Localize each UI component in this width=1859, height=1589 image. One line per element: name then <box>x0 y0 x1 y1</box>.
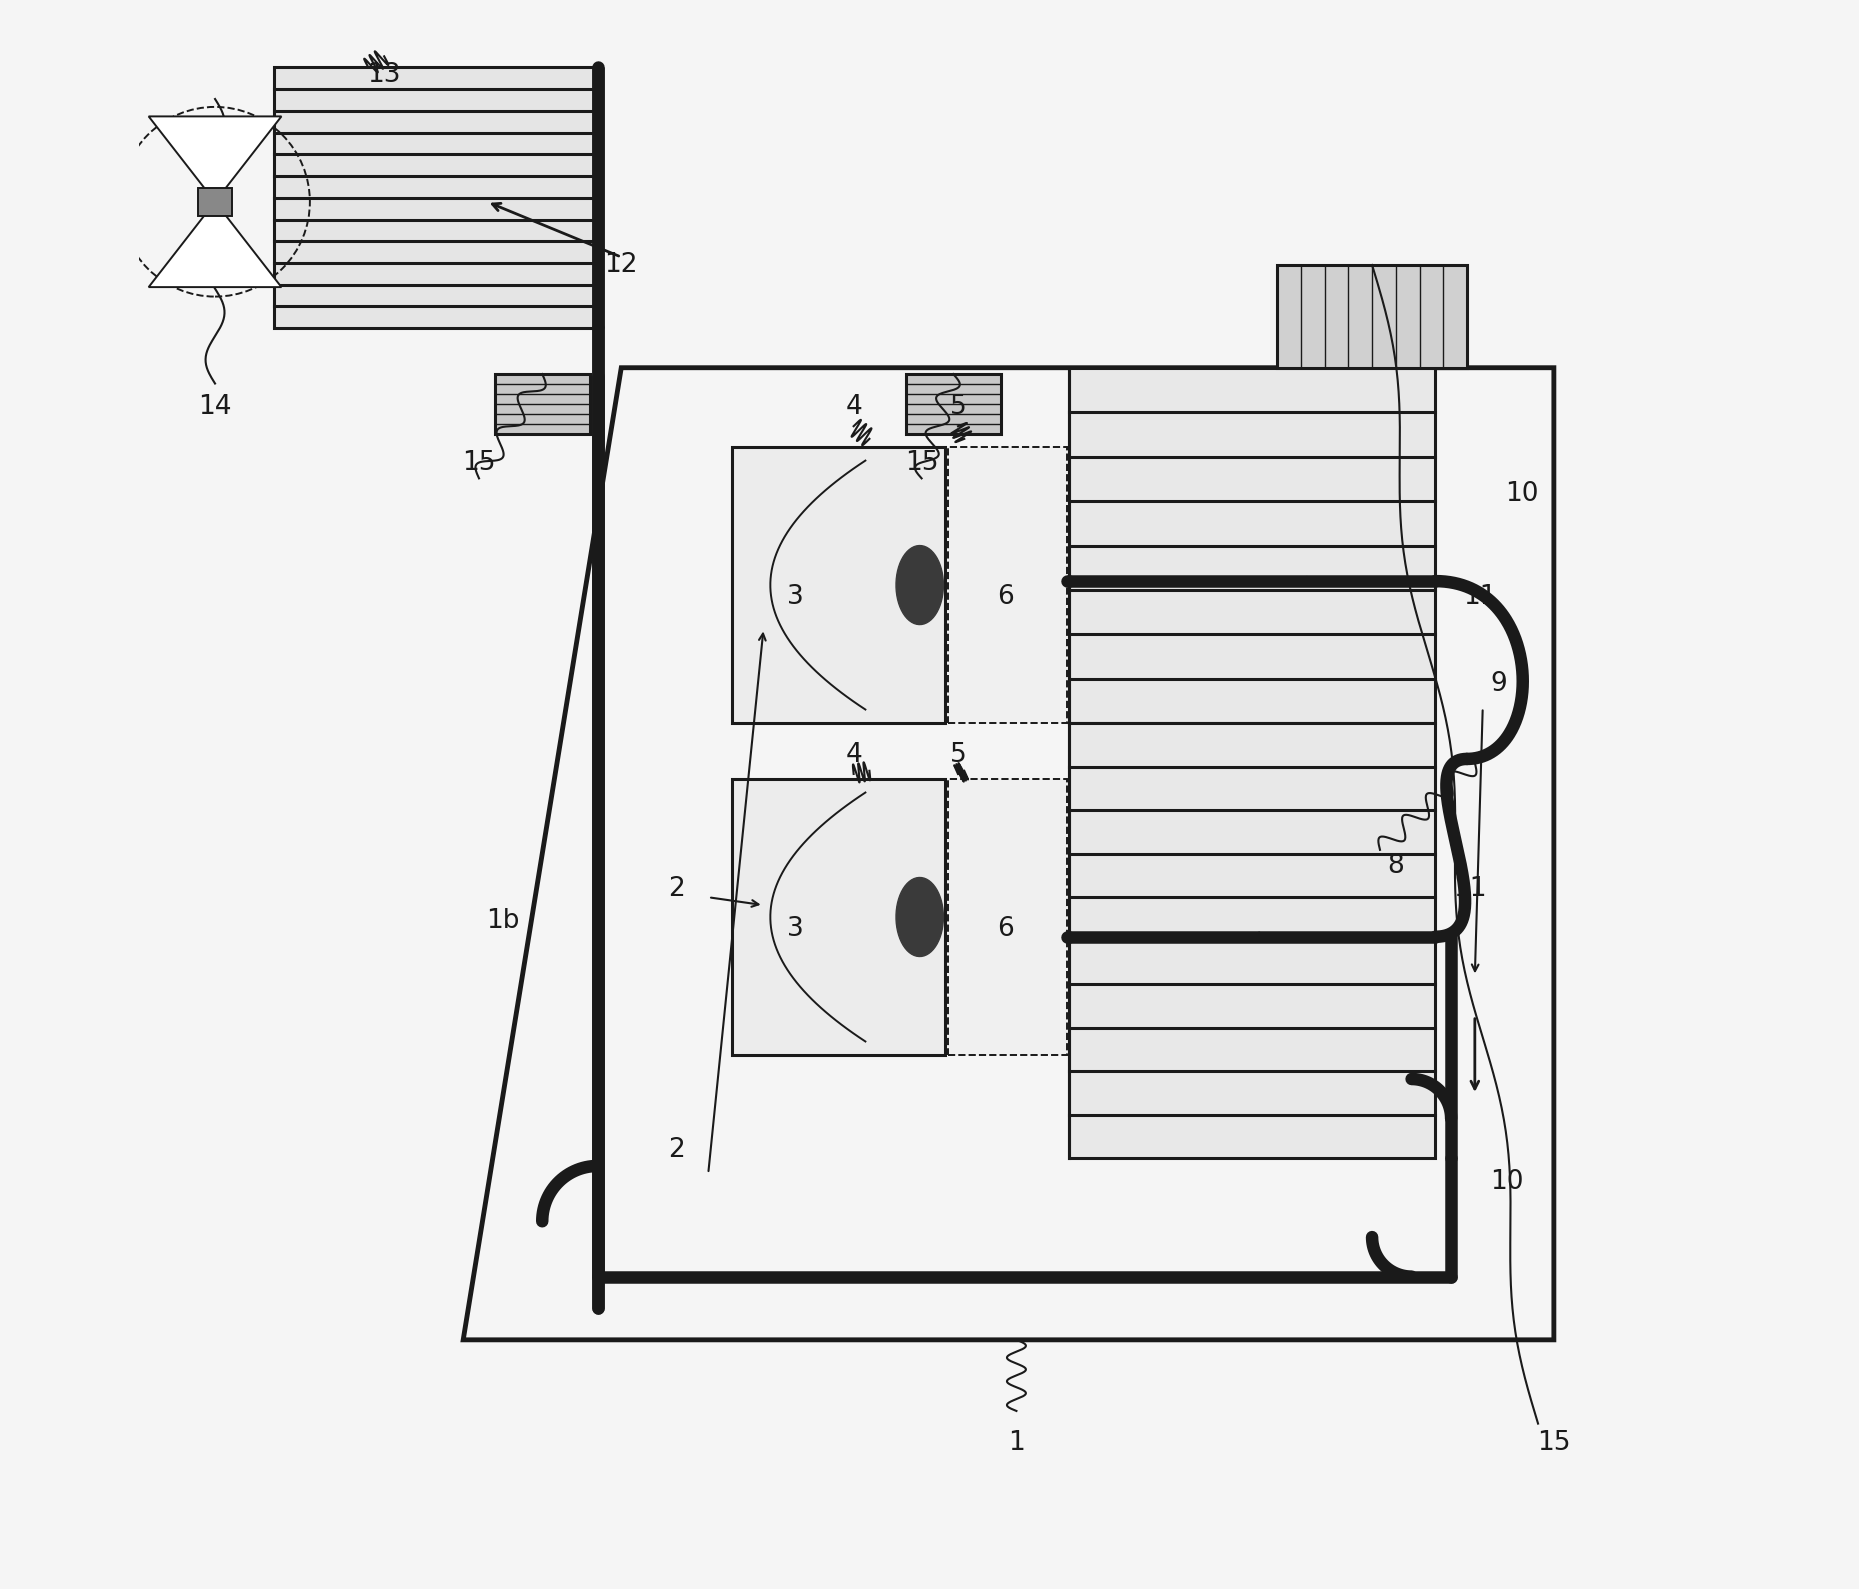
Text: 14: 14 <box>199 394 232 419</box>
Text: 3: 3 <box>786 583 803 610</box>
Text: 9: 9 <box>1491 671 1508 698</box>
Text: 5: 5 <box>950 742 967 767</box>
Text: 11: 11 <box>1454 877 1487 903</box>
Polygon shape <box>896 545 943 624</box>
Polygon shape <box>896 877 943 957</box>
Text: 4: 4 <box>846 394 863 419</box>
Bar <box>948 447 1067 723</box>
Text: 11: 11 <box>1463 583 1496 610</box>
Bar <box>732 447 946 723</box>
Text: 15: 15 <box>1537 1430 1571 1456</box>
Bar <box>905 373 1000 434</box>
Bar <box>1277 265 1467 367</box>
Bar <box>1069 367 1435 723</box>
Text: 1: 1 <box>1008 1430 1024 1456</box>
Bar <box>273 67 597 329</box>
Text: 5: 5 <box>950 394 967 419</box>
Text: 15: 15 <box>905 450 939 475</box>
Text: 10: 10 <box>1489 1170 1523 1195</box>
Text: 3: 3 <box>786 915 803 942</box>
Bar <box>494 373 589 434</box>
Polygon shape <box>149 202 281 288</box>
Polygon shape <box>149 116 281 202</box>
Text: 8: 8 <box>1387 853 1404 879</box>
Bar <box>1069 723 1435 1158</box>
Text: 4: 4 <box>846 742 863 767</box>
Bar <box>948 779 1067 1055</box>
Text: 6: 6 <box>996 583 1013 610</box>
Text: 2: 2 <box>667 1138 684 1163</box>
Bar <box>732 779 946 1055</box>
Text: 1b: 1b <box>485 907 519 934</box>
Bar <box>197 188 232 216</box>
Text: 10: 10 <box>1506 481 1539 507</box>
Text: 15: 15 <box>463 450 496 475</box>
Text: 13: 13 <box>368 62 402 89</box>
Text: 6: 6 <box>996 915 1013 942</box>
Text: 12: 12 <box>604 253 638 278</box>
Text: 2: 2 <box>667 877 684 903</box>
